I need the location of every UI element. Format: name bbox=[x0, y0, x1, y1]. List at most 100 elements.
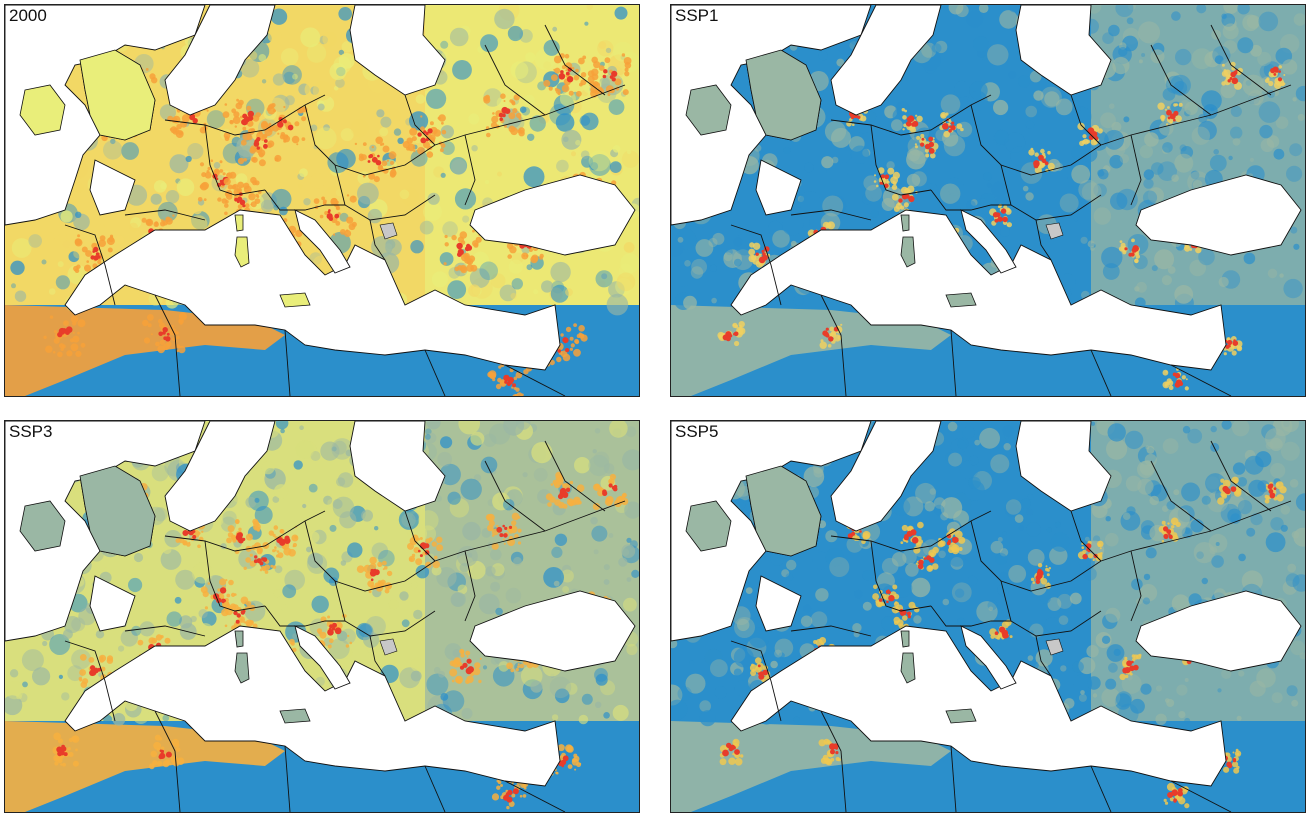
hot-cell bbox=[324, 211, 329, 215]
hot-cell bbox=[319, 214, 324, 219]
density-patch bbox=[398, 509, 420, 530]
hot-cell bbox=[1178, 797, 1186, 805]
density-patch bbox=[1139, 584, 1158, 602]
hot-cell bbox=[182, 540, 188, 546]
density-patch bbox=[388, 599, 399, 610]
density-patch bbox=[1196, 5, 1207, 14]
density-patch bbox=[1221, 421, 1232, 430]
hot-cell bbox=[321, 196, 325, 201]
very-hot-cell bbox=[1230, 486, 1237, 492]
hot-cell bbox=[1275, 482, 1280, 487]
hot-cell bbox=[322, 201, 327, 206]
hot-cell bbox=[150, 750, 158, 758]
density-patch bbox=[606, 293, 629, 316]
hot-cell bbox=[329, 638, 334, 643]
very-hot-cell bbox=[722, 334, 729, 341]
very-hot-cell bbox=[248, 115, 254, 121]
density-patch bbox=[1086, 645, 1099, 658]
density-patch bbox=[1290, 226, 1298, 234]
very-hot-cell bbox=[904, 536, 909, 541]
hot-cell bbox=[495, 383, 502, 390]
hot-cell bbox=[250, 128, 254, 132]
hot-cell bbox=[86, 260, 89, 263]
hot-cell bbox=[225, 200, 229, 204]
density-patch bbox=[1130, 698, 1145, 714]
hot-cell bbox=[222, 172, 226, 176]
hot-cell bbox=[931, 563, 939, 570]
hot-cell bbox=[417, 537, 420, 541]
density-patch bbox=[68, 251, 80, 263]
density-patch bbox=[1297, 113, 1305, 121]
hot-cell bbox=[437, 116, 441, 120]
very-hot-cell bbox=[240, 610, 245, 615]
hot-cell bbox=[259, 568, 263, 572]
hot-cell bbox=[292, 647, 297, 652]
hot-cell bbox=[824, 741, 828, 744]
density-patch bbox=[133, 552, 144, 563]
very-hot-cell bbox=[907, 615, 911, 619]
very-hot-cell bbox=[1002, 216, 1008, 223]
hot-cell bbox=[483, 96, 491, 104]
hot-cell bbox=[384, 588, 390, 594]
very-hot-cell bbox=[562, 755, 569, 762]
density-patch bbox=[1201, 577, 1208, 585]
hot-cell bbox=[237, 181, 245, 189]
hot-cell bbox=[79, 678, 83, 682]
very-hot-cell bbox=[566, 73, 570, 76]
hot-cell bbox=[547, 502, 552, 507]
density-patch bbox=[579, 115, 591, 126]
density-patch bbox=[1055, 98, 1073, 116]
density-patch bbox=[734, 617, 755, 638]
density-patch bbox=[447, 280, 467, 299]
hot-cell bbox=[188, 541, 191, 544]
density-patch bbox=[439, 463, 461, 486]
hot-cell bbox=[591, 68, 599, 76]
hot-cell bbox=[224, 624, 228, 628]
map-2000 bbox=[5, 5, 639, 396]
hot-cell bbox=[1273, 496, 1278, 501]
density-patch bbox=[533, 289, 539, 295]
density-patch bbox=[454, 188, 477, 210]
hot-cell bbox=[354, 142, 358, 146]
border-line bbox=[1070, 510, 1102, 562]
hot-cell bbox=[1232, 751, 1235, 754]
hot-cell bbox=[1233, 489, 1242, 497]
density-patch bbox=[543, 567, 564, 588]
hot-cell bbox=[250, 145, 257, 153]
very-hot-cell bbox=[457, 249, 464, 256]
hot-cell bbox=[556, 356, 562, 363]
hot-cell bbox=[815, 638, 823, 647]
hot-cell bbox=[223, 601, 230, 607]
density-patch bbox=[1241, 570, 1263, 592]
hot-cell bbox=[1169, 797, 1175, 802]
density-patch bbox=[339, 511, 357, 529]
density-patch bbox=[441, 51, 448, 59]
hot-cell bbox=[441, 129, 447, 135]
hot-cell bbox=[1162, 369, 1169, 376]
density-patch bbox=[870, 209, 879, 218]
density-patch bbox=[1270, 517, 1284, 531]
density-patch bbox=[824, 194, 847, 217]
hot-cell bbox=[748, 248, 756, 256]
hot-cell bbox=[455, 675, 463, 684]
very-hot-cell bbox=[832, 743, 839, 750]
border-line bbox=[1210, 440, 1272, 512]
hot-cell bbox=[545, 493, 553, 501]
very-hot-cell bbox=[604, 70, 608, 73]
density-patch bbox=[485, 566, 496, 577]
density-patch bbox=[1265, 532, 1286, 553]
density-patch bbox=[671, 639, 678, 649]
hot-cell bbox=[291, 534, 299, 542]
hot-cell bbox=[175, 344, 181, 349]
hot-cell bbox=[285, 134, 289, 138]
very-hot-cell bbox=[507, 789, 513, 796]
hot-cell bbox=[1001, 621, 1009, 629]
very-hot-cell bbox=[567, 67, 572, 72]
density-patch bbox=[1080, 690, 1085, 695]
hot-cell bbox=[155, 341, 160, 347]
hot-cell bbox=[567, 764, 573, 769]
density-patch bbox=[1134, 297, 1146, 309]
density-patch bbox=[829, 557, 850, 577]
density-patch bbox=[563, 58, 568, 63]
density-patch bbox=[986, 182, 992, 188]
